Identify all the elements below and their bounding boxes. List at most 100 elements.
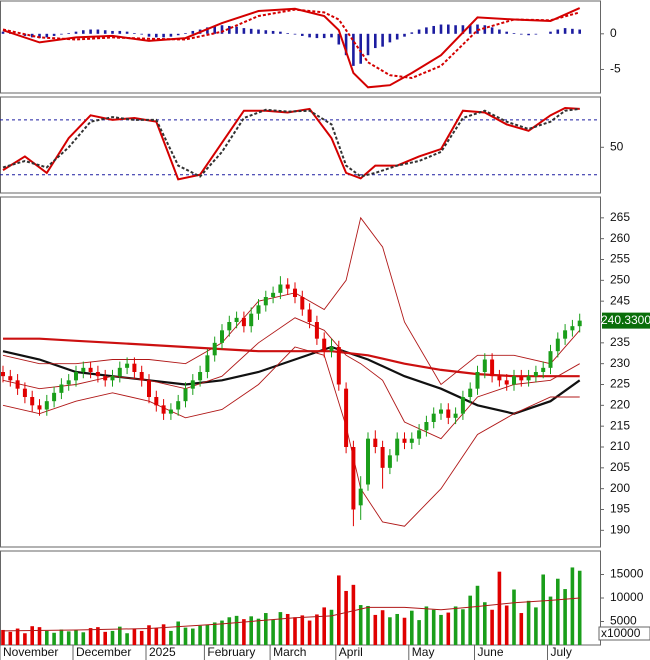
candle-body	[577, 320, 582, 327]
macd-histogram-bar	[206, 27, 209, 34]
candle-body	[81, 367, 86, 372]
candle-body	[322, 338, 327, 352]
macd-histogram-bar	[505, 31, 508, 34]
volume-bar	[548, 596, 553, 645]
volume-bar	[293, 617, 297, 645]
candle-body	[22, 388, 27, 397]
candle-body	[132, 363, 137, 372]
y-tick-label: 230	[610, 356, 630, 370]
macd-histogram-bar	[490, 27, 494, 34]
candle-body	[468, 388, 473, 397]
y-tick-label: 190	[610, 523, 630, 537]
candle-body	[15, 380, 20, 389]
volume-bar	[183, 627, 188, 645]
y-tick-label: 10000	[610, 590, 644, 604]
candle-body	[154, 397, 159, 406]
volume-bar	[278, 612, 283, 645]
candle-body	[161, 405, 166, 414]
last-price-label: 240.3300	[601, 313, 650, 327]
macd-histogram-bar	[45, 33, 49, 38]
unit-label: x10000	[601, 626, 641, 640]
y-tick-label: 245	[610, 293, 630, 307]
volume-bar	[103, 631, 107, 645]
volume-bar	[139, 630, 144, 645]
macd-histogram-bar	[162, 33, 165, 38]
volume-bar	[468, 595, 472, 645]
candle-body	[103, 376, 108, 381]
volume-bar	[534, 607, 538, 645]
volume-bar	[118, 626, 122, 645]
volume-bar	[264, 613, 268, 645]
last-price-box	[602, 312, 650, 329]
macd-histogram-bar	[140, 33, 143, 35]
y-tick-label: 225	[610, 377, 630, 391]
macd-histogram-bar	[571, 28, 574, 34]
volume-bar	[271, 619, 275, 645]
volume-bar	[358, 605, 363, 645]
y-tick-label: 235	[610, 335, 630, 349]
candle-body	[300, 297, 305, 310]
candle-body	[307, 309, 312, 322]
macd-histogram-bar	[30, 33, 34, 38]
candle-body	[227, 322, 232, 331]
candle-body	[395, 438, 400, 456]
volume-bar	[37, 627, 42, 645]
macd-histogram-bar	[439, 24, 443, 34]
volume-bar	[431, 609, 436, 645]
volume-bar	[59, 629, 64, 645]
macd-histogram-bar	[147, 33, 151, 37]
volume-bar	[66, 631, 71, 645]
macd-histogram-bar	[468, 24, 472, 34]
macd-histogram-bar	[388, 33, 392, 43]
candle-body	[563, 330, 568, 339]
macd-histogram-bar	[38, 33, 41, 39]
macd-histogram-bar	[403, 33, 406, 37]
macd-histogram-bar	[264, 30, 268, 34]
candle-body	[30, 397, 35, 406]
macd-histogram-bar	[111, 30, 114, 34]
candle-body	[88, 367, 93, 372]
unit-box	[598, 626, 650, 641]
volume-bar	[388, 617, 392, 645]
macd-histogram-bar	[169, 33, 173, 37]
x-tick-label: December	[76, 645, 131, 659]
candle-body	[329, 347, 334, 352]
macd-histogram-bar	[235, 26, 238, 34]
y-tick-label: 265	[610, 210, 630, 224]
macd-histogram-bar	[337, 33, 341, 45]
volume-bar	[52, 632, 56, 645]
candle-body	[358, 488, 363, 506]
macd-histogram-bar	[432, 25, 435, 34]
indicator-line	[2, 216, 581, 386]
macd-histogram-bar	[498, 29, 501, 34]
candle-body	[8, 376, 13, 381]
volume-bar	[337, 575, 341, 645]
volume-bar	[30, 626, 34, 645]
volume-bar	[497, 571, 502, 645]
candle-body	[366, 438, 370, 485]
volume-bar	[577, 570, 582, 645]
candle-body	[402, 438, 407, 443]
candle-body	[59, 384, 64, 393]
macd-histogram-bar	[184, 33, 187, 34]
candle-body	[110, 376, 115, 381]
volume-bar	[147, 625, 151, 645]
macd-histogram-bar	[125, 31, 129, 34]
macd-histogram-bar	[366, 33, 370, 56]
candle-body	[241, 317, 246, 327]
volume-bar	[74, 630, 78, 645]
candle-body	[519, 376, 524, 381]
volume-bar	[453, 606, 458, 645]
macd-histogram-bar	[60, 33, 63, 35]
macd-histogram-bar	[534, 33, 538, 35]
candle-body	[278, 284, 283, 293]
y-tick-label: 50	[610, 139, 624, 153]
volume-bar	[519, 613, 524, 645]
macd-histogram-bar	[330, 33, 333, 38]
volume-bar	[234, 615, 239, 645]
candle-body	[293, 288, 297, 297]
macd-histogram-bar	[315, 33, 319, 39]
candle-body	[220, 330, 224, 343]
volume-bar	[490, 609, 494, 645]
